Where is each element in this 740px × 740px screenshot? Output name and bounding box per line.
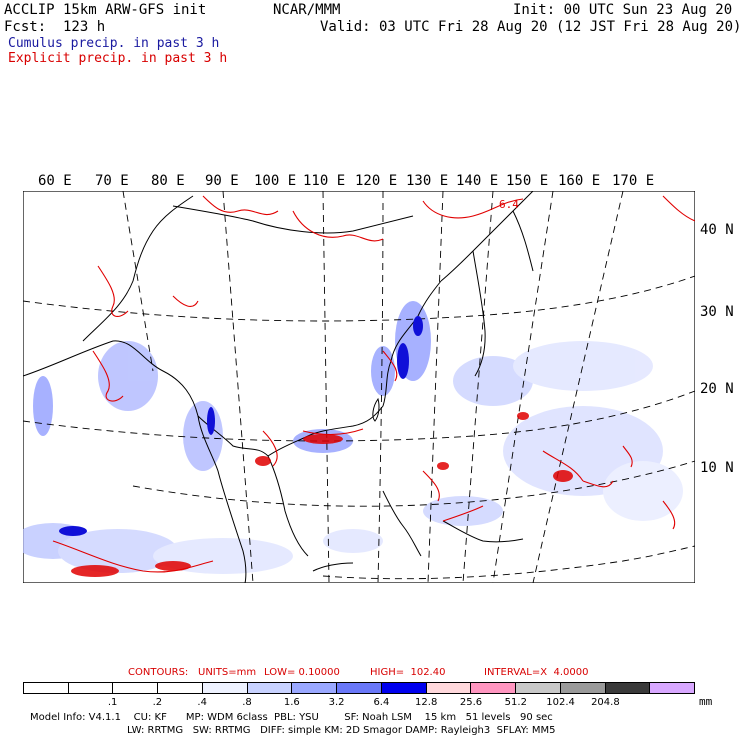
colorbar-tick-label: 6.4 (373, 697, 390, 708)
colorbar-swatch (113, 683, 159, 693)
colorbar-swatch (158, 683, 203, 693)
colorbar-tick-label: .2 (152, 697, 163, 708)
colorbar-swatch (650, 683, 695, 693)
longitude-label: 170 E (612, 173, 655, 189)
colorbar-swatch (68, 683, 114, 693)
longitude-label: 80 E (151, 173, 185, 189)
institution-label: NCAR/MMM (273, 2, 341, 18)
colorbar-swatch (337, 683, 382, 693)
longitude-label: 60 E (38, 173, 72, 189)
colorbar-swatch (202, 683, 248, 693)
latitude-label: 20 N (700, 381, 734, 397)
longitude-label: 150 E (506, 173, 549, 189)
colorbar-tick-label: 204.8 (591, 697, 620, 708)
colorbar-tick-label: 12.8 (415, 697, 438, 708)
longitude-label: 130 E (406, 173, 449, 189)
longitude-label: 160 E (558, 173, 601, 189)
latitude-label: 40 N (700, 222, 734, 238)
contour-label: 6.4 (499, 198, 519, 211)
colorbar-swatch (381, 683, 427, 693)
colorbar-swatch (560, 683, 606, 693)
model-info-line2: LW: RRTMG SW: RRTMG DIFF: simple KM: 2D … (127, 725, 556, 736)
model-info-line1: Model Info: V4.1.1 CU: KF MP: WDM 6class… (30, 712, 553, 723)
explicit-legend: Explicit precip. in past 3 h (8, 51, 228, 66)
colorbar-unit: mm (699, 695, 713, 708)
colorbar-swatch (247, 683, 293, 693)
explicit-precip-field (52, 195, 695, 573)
cumulus-precip-cores (59, 316, 423, 536)
lat-lon-grid (23, 191, 695, 583)
colorbar-tick-label: .4 (197, 697, 207, 708)
colorbar (23, 682, 695, 694)
longitude-label: 140 E (456, 173, 499, 189)
colorbar-tick-label: 51.2 (504, 697, 527, 708)
contours-units: UNITS=mm (198, 667, 257, 678)
colorbar-tick-label: .1 (107, 697, 118, 708)
colorbar-tick-label: 25.6 (459, 697, 483, 708)
valid-time: Valid: 03 UTC Fri 28 Aug 20 (12 JST Fri … (320, 19, 740, 35)
colorbar-swatch (605, 683, 651, 693)
colorbar-tick-label: 1.6 (283, 697, 300, 708)
init-time: Init: 00 UTC Sun 23 Aug 20 (513, 2, 733, 18)
colorbar-tick-label: .8 (242, 697, 252, 708)
cumulus-legend: Cumulus precip. in past 3 h (8, 36, 220, 51)
forecast-hour: Fcst: 123 h (4, 19, 106, 35)
colorbar-swatch (516, 683, 561, 693)
contours-high: HIGH= 102.40 (370, 667, 446, 678)
colorbar-tick-label: 102.4 (546, 697, 575, 708)
colorbar-swatch (471, 683, 517, 693)
colorbar-swatch (426, 683, 472, 693)
explicit-precip-cores (71, 412, 573, 577)
longitude-label: 90 E (205, 173, 239, 189)
latitude-label: 30 N (700, 304, 734, 320)
latitude-label: 10 N (700, 460, 734, 476)
colorbar-tick-label: 3.2 (328, 697, 345, 708)
contours-interval: INTERVAL=X 4.0000 (484, 667, 589, 678)
longitude-label: 70 E (95, 173, 129, 189)
longitude-label: 110 E (303, 173, 346, 189)
contours-low: LOW= 0.10000 (264, 667, 340, 678)
longitude-label: 100 E (254, 173, 297, 189)
colorbar-swatch (24, 683, 69, 693)
precipitation-map: 6.4 (23, 191, 695, 583)
run-title: ACCLIP 15km ARW-GFS init (4, 2, 207, 18)
contours-title: CONTOURS: (128, 667, 189, 678)
colorbar-swatch (292, 683, 338, 693)
longitude-label: 120 E (355, 173, 398, 189)
coastlines-borders (23, 191, 534, 583)
